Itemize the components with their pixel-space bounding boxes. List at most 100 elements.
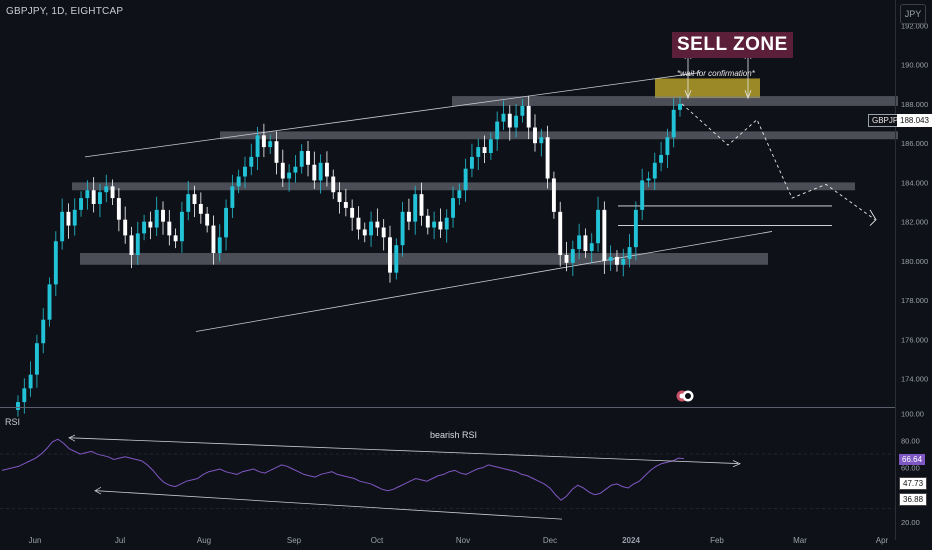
candle-body — [621, 258, 626, 265]
candle-body — [331, 176, 336, 193]
price-tick-label: 192.000 — [901, 21, 928, 30]
candle-body — [186, 194, 191, 212]
lower-channel-line — [195, 231, 773, 332]
candle-body — [299, 151, 304, 167]
candle-body — [85, 190, 90, 199]
candle-body — [350, 207, 355, 218]
candle-body — [110, 186, 115, 199]
candle-body — [501, 113, 506, 122]
candle-body — [432, 221, 437, 228]
rsi-current-value: 66.64 — [899, 454, 926, 465]
candle-body — [570, 249, 575, 263]
price-candles — [16, 95, 682, 417]
candle-body — [419, 194, 424, 216]
arrow-right-head-down — [744, 90, 752, 100]
x-tick-label: Dec — [543, 536, 557, 545]
candle-body — [394, 245, 399, 273]
candle-body — [47, 284, 52, 320]
candle-body — [123, 219, 128, 236]
candle-body — [551, 178, 556, 212]
candle-body — [507, 113, 512, 128]
rsi-line — [1, 438, 685, 501]
sell-zone-label: SELL ZONE — [672, 32, 793, 58]
candle-body — [324, 162, 329, 177]
rsi-tick-label: 20.00 — [901, 518, 920, 527]
candle-body — [469, 156, 474, 169]
candle-body — [602, 209, 607, 261]
candle-body — [425, 215, 430, 228]
candle-body — [179, 211, 184, 242]
candle-body — [533, 127, 537, 144]
candle-body — [400, 211, 405, 246]
rsi-tick-label: 100.00 — [901, 409, 924, 418]
price-tick-label: 178.000 — [901, 296, 928, 305]
x-tick-label: Jun — [29, 536, 42, 545]
candle-body — [293, 166, 298, 173]
candle-body — [205, 213, 210, 226]
candle-body — [34, 343, 39, 375]
price-tick-label: 186.000 — [901, 139, 928, 148]
rsi-level-a: 47.73 — [899, 477, 928, 490]
tradingview-logo-icon — [676, 390, 694, 402]
candle-body — [312, 164, 317, 181]
candle-body — [596, 209, 600, 244]
candle-body — [306, 151, 310, 165]
x-tick-label: Sep — [287, 536, 302, 545]
candle-body — [287, 172, 292, 179]
candle-body — [514, 115, 519, 128]
candle-body — [375, 221, 380, 228]
candle-body — [444, 217, 449, 230]
price-tick-label: 176.000 — [901, 335, 928, 344]
candle-body — [614, 256, 619, 265]
x-tick-label: Mar — [793, 536, 807, 545]
candle-body — [545, 137, 550, 179]
upper-channel-line — [84, 72, 701, 158]
candle-body — [678, 103, 682, 110]
price-tick-label: 180.000 — [901, 257, 928, 266]
candle-body — [388, 237, 392, 273]
candle-body — [381, 227, 386, 238]
candle-body — [451, 198, 455, 218]
candle-body — [337, 192, 342, 203]
rsi-upper-arrowtail — [68, 434, 76, 442]
bearish-rsi-label: bearish RSI — [430, 430, 478, 440]
candle-body — [79, 198, 84, 210]
candle-body — [192, 194, 197, 204]
candle-body — [249, 156, 254, 167]
price-tag-value: 188.043 — [897, 114, 932, 127]
candle-body — [608, 256, 613, 261]
candle-body — [274, 141, 279, 163]
currency-button[interactable]: JPY — [900, 4, 926, 24]
candle-body — [659, 154, 664, 163]
rsi-lower-arrowhead — [94, 486, 102, 495]
candle-body — [142, 221, 147, 234]
trend-lines — [84, 49, 832, 332]
candle-body — [167, 221, 172, 236]
x-tick-label: 2024 — [622, 536, 640, 545]
arrow-left-head-down — [684, 90, 692, 100]
rsi-pane — [0, 434, 895, 520]
candle-body — [116, 198, 121, 220]
candle-body — [154, 209, 159, 228]
candle-body — [230, 186, 235, 208]
rsi-lower-trendline — [95, 490, 563, 520]
candle-body — [406, 211, 411, 222]
candle-body — [60, 211, 65, 242]
candle-body — [671, 109, 676, 138]
candle-body — [413, 194, 418, 222]
candle-body — [104, 186, 109, 193]
projected-zigzag — [681, 103, 876, 221]
candle-body — [463, 168, 468, 191]
candle-body — [343, 202, 348, 208]
rsi-tick-label: 60.00 — [901, 464, 920, 473]
x-tick-label: Jul — [115, 536, 125, 545]
rsi-pane-title: RSI — [5, 417, 21, 427]
candle-body — [362, 229, 367, 236]
candle-body — [261, 135, 266, 148]
candle-body — [646, 178, 651, 181]
candle-body — [268, 141, 273, 148]
candle-body — [22, 388, 27, 403]
candle-body — [589, 243, 594, 252]
